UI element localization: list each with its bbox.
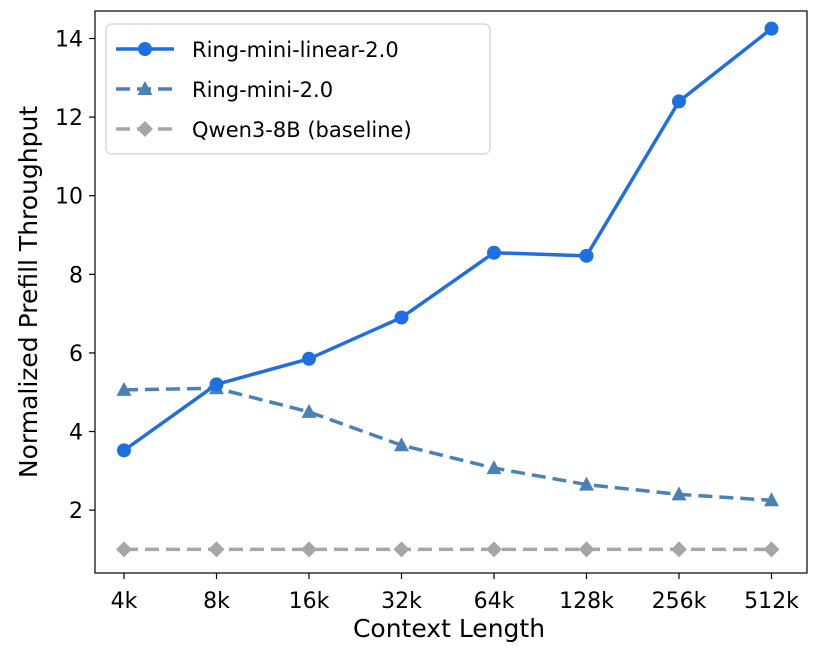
y-tick-label: 6 <box>69 342 83 367</box>
x-tick-label: 128k <box>559 589 614 614</box>
y-tick-label: 8 <box>69 263 83 288</box>
series-line <box>122 27 773 452</box>
legend-label: Ring-mini-linear-2.0 <box>192 38 399 62</box>
data-point <box>394 310 409 325</box>
data-point <box>764 492 779 507</box>
legend-item: Qwen3-8B (baseline) <box>116 118 412 142</box>
y-axis-label: Normalized Prefill Throughput <box>14 106 43 478</box>
series-0 <box>117 21 779 458</box>
y-tick-label: 10 <box>55 185 83 210</box>
x-tick-label: 8k <box>203 589 230 614</box>
x-tick-label: 256k <box>652 589 707 614</box>
y-tick-label: 12 <box>55 106 83 131</box>
legend-label: Ring-mini-2.0 <box>192 78 333 102</box>
legend: Ring-mini-linear-2.0 Ring-mini-2.0 Qwen3-8… <box>105 23 491 155</box>
data-point <box>672 94 686 109</box>
data-point <box>579 248 594 263</box>
data-point <box>116 381 132 396</box>
data-point <box>209 377 224 392</box>
data-point <box>671 541 687 558</box>
series-1 <box>116 380 779 507</box>
data-point <box>486 541 502 558</box>
data-point <box>301 541 317 558</box>
legend-item: Ring-mini-2.0 <box>116 78 333 102</box>
x-tick-label: 4k <box>111 589 138 614</box>
x-axis: 4k 8k 16k 32k 64k 128k 256k 512k <box>111 573 799 614</box>
legend-label: Qwen3-8B (baseline) <box>192 118 412 142</box>
data-point <box>764 21 779 36</box>
legend-marker <box>137 121 153 137</box>
data-point <box>487 245 501 260</box>
data-point <box>486 460 502 475</box>
series-2 <box>116 541 780 558</box>
data-point <box>393 541 410 558</box>
legend-box <box>105 23 491 155</box>
y-tick-label: 2 <box>69 499 83 524</box>
x-tick-label: 32k <box>381 589 422 614</box>
data-point <box>763 541 780 558</box>
series-line <box>123 386 772 503</box>
legend-item: Ring-mini-linear-2.0 <box>116 38 399 62</box>
x-tick-label: 64k <box>474 589 515 614</box>
data-point <box>116 541 132 558</box>
data-point <box>302 351 316 366</box>
data-point <box>117 443 131 458</box>
series-layer <box>116 21 780 558</box>
y-tick-label: 4 <box>69 421 83 446</box>
data-point <box>578 541 595 558</box>
plot-frame <box>94 10 808 574</box>
data-point <box>301 403 317 418</box>
data-point <box>671 486 687 501</box>
data-point <box>394 437 409 452</box>
x-tick-label: 512k <box>744 589 799 614</box>
y-tick-label: 14 <box>55 28 83 53</box>
x-tick-label: 16k <box>289 589 330 614</box>
x-axis-label: Context Length <box>353 614 545 643</box>
data-point <box>208 541 225 558</box>
legend-marker <box>138 42 152 56</box>
y-axis: 2 4 6 8 10 12 14 <box>55 28 95 524</box>
data-point <box>579 476 594 491</box>
legend-marker <box>137 81 153 95</box>
